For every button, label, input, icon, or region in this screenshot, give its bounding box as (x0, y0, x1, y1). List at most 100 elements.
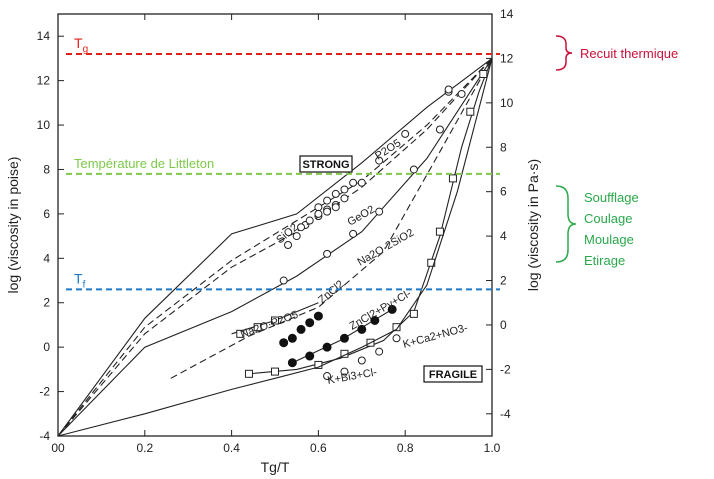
curve-label: ZnCl2+Py+Cl- (348, 287, 414, 332)
reference-line-label: Température de Littleton (74, 156, 214, 171)
y-left-tick-label: 0 (43, 340, 50, 354)
data-point (349, 229, 358, 238)
series-line (57, 58, 493, 437)
strong-label: STRONG (302, 159, 349, 171)
x-tick-label: 0.2 (136, 441, 153, 455)
data-point (435, 125, 444, 134)
data-point (331, 203, 340, 212)
series-line (57, 58, 493, 437)
data-point (370, 316, 380, 326)
data-point (340, 367, 349, 376)
curve-label: K+Bi3+Cl- (326, 366, 378, 387)
x-tick-label: 00 (51, 441, 65, 455)
x-tick-label: 0.4 (223, 441, 240, 455)
data-point (323, 196, 332, 205)
data-point (448, 174, 457, 183)
working-label: Etirage (584, 253, 625, 268)
y-right-tick-label: 8 (500, 140, 507, 154)
data-point (314, 209, 323, 218)
working-label: Coulage (584, 211, 632, 226)
y-left-tick-label: 4 (43, 251, 50, 265)
y-left-tick-label: 14 (37, 29, 51, 43)
fragile-box (423, 365, 483, 383)
x-axis-title: Tg/T (261, 459, 290, 475)
data-point (357, 324, 367, 334)
x-tick-label: 1.0 (484, 441, 501, 455)
working-label: Moulage (584, 232, 634, 247)
y-right-tick-label: 0 (500, 318, 507, 332)
strong-box (299, 155, 353, 173)
data-point (322, 342, 332, 352)
curve-label: GeO2 (346, 204, 377, 229)
data-point (392, 323, 401, 332)
working-brace (555, 185, 577, 263)
series-line (57, 58, 493, 437)
y-left-tick-label: 6 (43, 207, 50, 221)
y-left-tick-label: 2 (43, 296, 50, 310)
data-point (339, 333, 349, 343)
y-right-tick-label: 4 (500, 229, 507, 243)
data-point (323, 372, 332, 381)
data-point (387, 304, 397, 314)
data-point (279, 276, 288, 285)
data-point (314, 203, 323, 212)
data-point (479, 69, 488, 78)
data-point (253, 323, 262, 332)
data-point (323, 249, 332, 258)
data-point (331, 189, 340, 198)
recuit-brace (555, 35, 573, 71)
fragile-label: FRAGILE (429, 369, 477, 381)
series-line (57, 58, 493, 437)
data-point (244, 369, 253, 378)
curve-label: Na2O·2SiO2 (356, 227, 417, 269)
data-point (305, 216, 314, 225)
y-right-tick-label: 2 (500, 274, 507, 288)
data-point (444, 85, 453, 94)
working-label: Soufflage (584, 190, 639, 205)
data-point (296, 324, 306, 334)
data-point (375, 156, 384, 165)
data-point (287, 333, 297, 343)
data-point (401, 129, 410, 138)
y-left-tick-label: 12 (37, 74, 51, 88)
y-right-axis-title: log (viscosity in Pa·s) (525, 159, 541, 291)
data-point (357, 356, 366, 365)
data-point (313, 311, 323, 321)
data-point (271, 316, 279, 325)
y-right-tick-label: 12 (500, 51, 514, 65)
y-left-axis-title: log (viscosity in poise) (5, 157, 21, 294)
y-left-tick-label: -4 (39, 429, 50, 443)
data-point (271, 367, 279, 376)
data-point (287, 358, 297, 368)
data-point (340, 185, 349, 194)
data-point (279, 338, 289, 348)
data-point (292, 232, 301, 241)
data-point (375, 207, 384, 216)
data-point (409, 165, 418, 174)
y-left-tick-label: 8 (43, 162, 50, 176)
y-left-tick-label: 10 (37, 118, 51, 132)
data-point (375, 347, 384, 356)
data-point (357, 178, 366, 187)
data-point (340, 194, 349, 203)
y-right-tick-label: 6 (500, 185, 507, 199)
y-right-tick-label: 10 (500, 96, 514, 110)
data-point (297, 223, 306, 232)
data-point (236, 329, 245, 338)
y-left-tick-label: -2 (39, 385, 50, 399)
y-right-tick-label: -2 (500, 362, 511, 376)
data-point (323, 207, 332, 216)
data-point (305, 351, 315, 361)
plot-frame (57, 13, 493, 437)
data-point (349, 178, 358, 187)
curve-label: ZnCl2 (316, 278, 346, 306)
data-point (284, 240, 293, 249)
y-right-tick-label: -4 (500, 407, 511, 421)
series-line (57, 57, 493, 437)
x-tick-label: 0.6 (310, 441, 327, 455)
data-point (392, 334, 401, 343)
data-point (457, 89, 466, 98)
data-point (409, 309, 418, 318)
curve-label: K+Ca2+NO3- (402, 322, 470, 351)
